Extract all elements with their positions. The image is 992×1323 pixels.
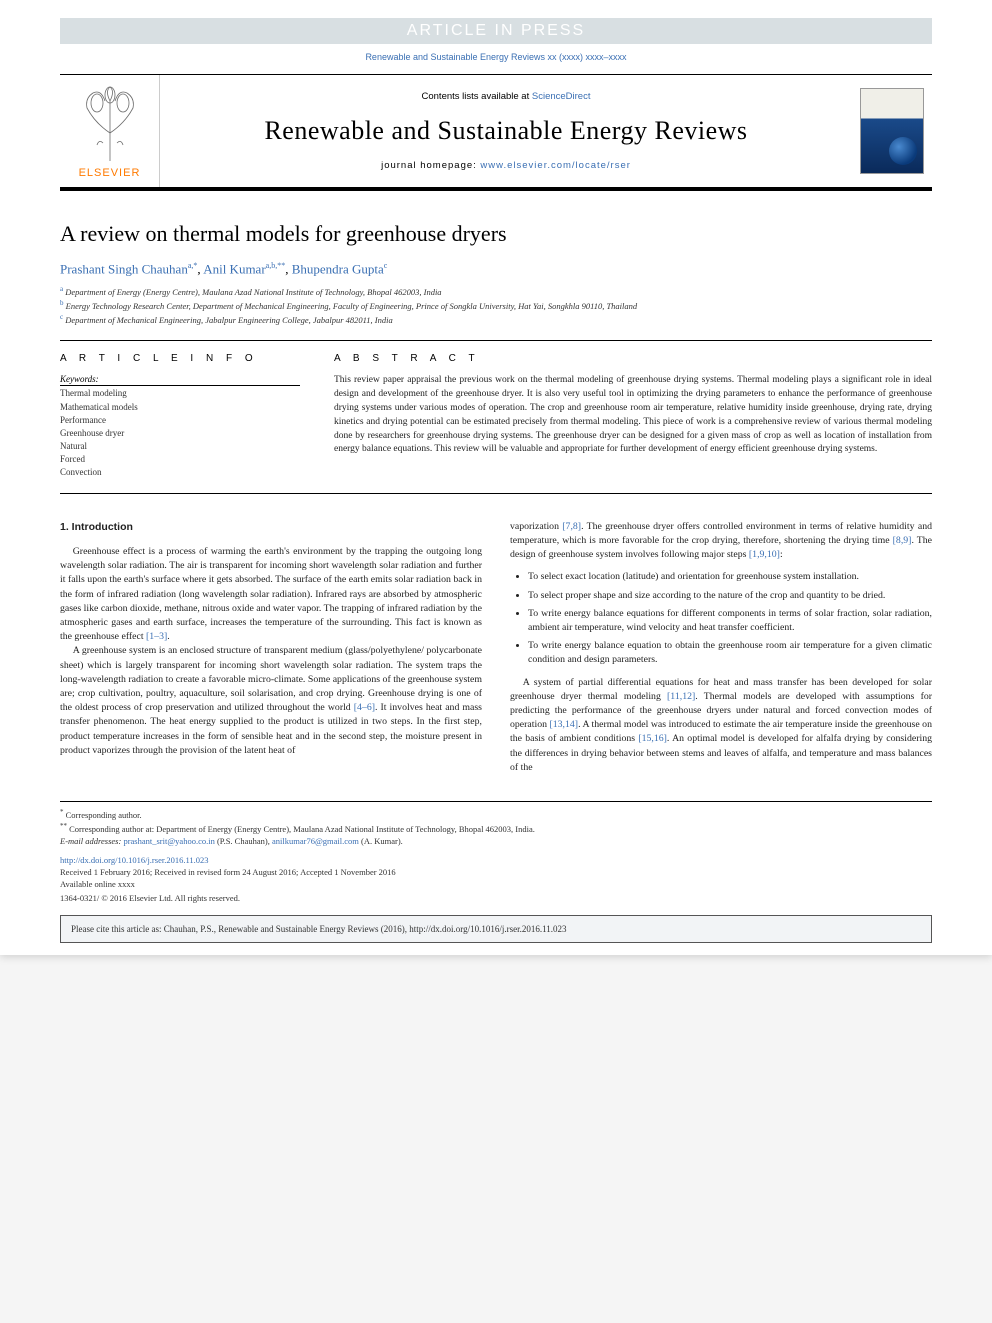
email-link-1[interactable]: prashant_srit@yahoo.co.in bbox=[123, 836, 214, 846]
affiliations: a Department of Energy (Energy Centre), … bbox=[60, 285, 932, 326]
list-item: To select exact location (latitude) and … bbox=[528, 570, 932, 584]
author-link-1[interactable]: Prashant Singh Chauhan bbox=[60, 261, 188, 276]
masthead: ELSEVIER Contents lists available at Sci… bbox=[60, 74, 932, 191]
intro-para-4: A system of partial differential equatio… bbox=[510, 676, 932, 775]
contents-lists-line: Contents lists available at ScienceDirec… bbox=[422, 91, 591, 102]
keyword-item: Mathematical models bbox=[60, 401, 300, 414]
authors-line: Prashant Singh Chauhana,*, Anil Kumara,b… bbox=[60, 261, 932, 277]
intro-para-3: vaporization [7,8]. The greenhouse dryer… bbox=[510, 520, 932, 563]
keyword-item: Thermal modeling bbox=[60, 387, 300, 400]
ref-link[interactable]: [11,12] bbox=[667, 691, 695, 702]
article-body: A review on thermal models for greenhous… bbox=[60, 221, 932, 775]
author-3-affil-sup: c bbox=[384, 261, 388, 270]
affiliation-c: c Department of Mechanical Engineering, … bbox=[60, 313, 932, 327]
author-link-3[interactable]: Bhupendra Gupta bbox=[292, 261, 384, 276]
elsevier-tree-icon bbox=[75, 83, 145, 163]
ref-link[interactable]: [1,9,10] bbox=[749, 549, 780, 560]
affiliation-b: b Energy Technology Research Center, Dep… bbox=[60, 299, 932, 313]
author-link-2[interactable]: Anil Kumar bbox=[203, 261, 265, 276]
intro-para-1: Greenhouse effect is a process of warmin… bbox=[60, 545, 482, 644]
cover-icon bbox=[860, 88, 924, 174]
contents-prefix: Contents lists available at bbox=[422, 91, 532, 102]
ref-link[interactable]: [8,9] bbox=[893, 535, 912, 546]
footnote-corresponding-2: ** Corresponding author at: Department o… bbox=[60, 822, 932, 836]
article-info-heading: A R T I C L E I N F O bbox=[60, 353, 300, 364]
author-2-affil-sup: a,b,** bbox=[266, 261, 286, 270]
article-history: Received 1 February 2016; Received in re… bbox=[60, 867, 932, 879]
article-in-press-banner: ARTICLE IN PRESS bbox=[60, 18, 932, 44]
design-steps-list: To select exact location (latitude) and … bbox=[528, 570, 932, 667]
journal-cover-thumb bbox=[852, 75, 932, 187]
available-online: Available online xxxx bbox=[60, 879, 932, 891]
body-two-column: 1. Introduction Greenhouse effect is a p… bbox=[60, 520, 932, 775]
copyright-line: 1364-0321/ © 2016 Elsevier Ltd. All righ… bbox=[60, 893, 932, 905]
keyword-item: Convection bbox=[60, 466, 300, 479]
abstract-column: A B S T R A C T This review paper apprai… bbox=[334, 353, 932, 478]
footnote-emails: E-mail addresses: prashant_srit@yahoo.co… bbox=[60, 836, 932, 848]
keyword-item: Performance bbox=[60, 414, 300, 427]
abstract-heading: A B S T R A C T bbox=[334, 353, 932, 364]
footnote-corresponding-1: * Corresponding author. bbox=[60, 808, 932, 822]
email-link-2[interactable]: anilkumar76@gmail.com bbox=[272, 836, 359, 846]
ref-link[interactable]: [4–6] bbox=[354, 702, 375, 713]
journal-reference-line: Renewable and Sustainable Energy Reviews… bbox=[0, 52, 992, 62]
ref-link[interactable]: [1–3] bbox=[146, 631, 167, 642]
list-item: To select proper shape and size accordin… bbox=[528, 589, 932, 603]
keyword-item: Natural bbox=[60, 440, 300, 453]
section-heading-intro: 1. Introduction bbox=[60, 520, 482, 535]
intro-para-2: A greenhouse system is an enclosed struc… bbox=[60, 644, 482, 758]
ref-link[interactable]: [15,16] bbox=[638, 733, 667, 744]
affiliation-a: a Department of Energy (Energy Centre), … bbox=[60, 285, 932, 299]
ref-link[interactable]: [7,8] bbox=[562, 521, 581, 532]
keywords-list: Thermal modeling Mathematical models Per… bbox=[60, 387, 300, 478]
publisher-name: ELSEVIER bbox=[79, 167, 141, 179]
masthead-center: Contents lists available at ScienceDirec… bbox=[160, 75, 852, 187]
publisher-logo-block: ELSEVIER bbox=[60, 75, 160, 187]
doi-link[interactable]: http://dx.doi.org/10.1016/j.rser.2016.11… bbox=[60, 855, 932, 867]
info-abstract-row: A R T I C L E I N F O Keywords: Thermal … bbox=[60, 340, 932, 493]
keywords-label: Keywords: bbox=[60, 374, 300, 386]
article-title: A review on thermal models for greenhous… bbox=[60, 221, 932, 247]
ref-link[interactable]: [13,14] bbox=[549, 719, 578, 730]
footnote-block: * Corresponding author. ** Corresponding… bbox=[60, 801, 932, 905]
sciencedirect-link[interactable]: ScienceDirect bbox=[532, 91, 591, 102]
abstract-text: This review paper appraisal the previous… bbox=[334, 374, 932, 457]
list-item: To write energy balance equation to obta… bbox=[528, 639, 932, 667]
article-info-column: A R T I C L E I N F O Keywords: Thermal … bbox=[60, 353, 300, 478]
page: ARTICLE IN PRESS Renewable and Sustainab… bbox=[0, 0, 992, 955]
journal-title: Renewable and Sustainable Energy Reviews bbox=[264, 116, 747, 146]
homepage-prefix: journal homepage: bbox=[381, 160, 480, 171]
journal-homepage-line: journal homepage: www.elsevier.com/locat… bbox=[381, 160, 631, 171]
journal-homepage-link[interactable]: www.elsevier.com/locate/rser bbox=[480, 160, 630, 171]
list-item: To write energy balance equations for di… bbox=[528, 607, 932, 635]
cite-this-article-box: Please cite this article as: Chauhan, P.… bbox=[60, 915, 932, 943]
keyword-item: Forced bbox=[60, 453, 300, 466]
author-1-affil-sup: a,* bbox=[188, 261, 198, 270]
keyword-item: Greenhouse dryer bbox=[60, 427, 300, 440]
